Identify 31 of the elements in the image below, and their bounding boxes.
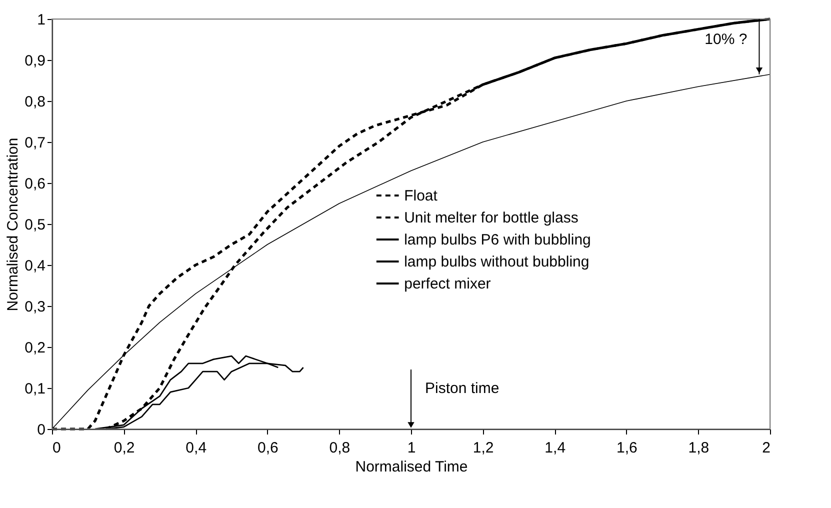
x-tick-label: 1 — [407, 440, 416, 456]
x-tick-label: 1,8 — [688, 440, 710, 456]
x-tick-label: 0,6 — [257, 440, 278, 456]
legend-label: Float — [404, 188, 438, 204]
y-tick-label: 0 — [37, 422, 46, 438]
y-tick-label: 0,6 — [24, 176, 46, 192]
y-axis-title: Normalised Concentration — [4, 138, 22, 312]
x-axis-title: Normalised Time — [355, 458, 468, 476]
legend-label: lamp bulbs without bubbling — [404, 254, 590, 270]
y-tick-label: 0,2 — [24, 340, 46, 356]
y-tick-label: 0,1 — [24, 380, 46, 398]
x-tick-label: 1,2 — [472, 440, 494, 456]
y-tick-label: 0,8 — [24, 94, 46, 110]
x-tick-label: 1,6 — [616, 440, 638, 456]
x-tick-label: 1,4 — [544, 440, 566, 456]
y-tick-label: 0,4 — [24, 258, 46, 274]
legend-label: lamp bulbs P6 with bubbling — [404, 232, 591, 248]
x-tick-label: 0,8 — [329, 440, 350, 456]
x-tick-label: 2 — [762, 440, 770, 456]
y-tick-label: 0,5 — [24, 216, 46, 234]
annotation: 10% ? — [704, 31, 748, 48]
y-tick-label: 0,9 — [24, 52, 46, 70]
legend-label: Unit melter for bottle glass — [404, 210, 578, 226]
y-tick-label: 0,7 — [24, 134, 46, 152]
x-tick-label: 0,2 — [114, 440, 135, 456]
annotation: Piston time — [425, 380, 500, 397]
x-tick-label: 0 — [52, 440, 61, 456]
y-tick-label: 1 — [37, 12, 46, 28]
legend-label: perfect mixer — [404, 276, 491, 292]
x-tick-label: 0,4 — [186, 440, 207, 456]
y-tick-label: 0,3 — [24, 298, 46, 316]
